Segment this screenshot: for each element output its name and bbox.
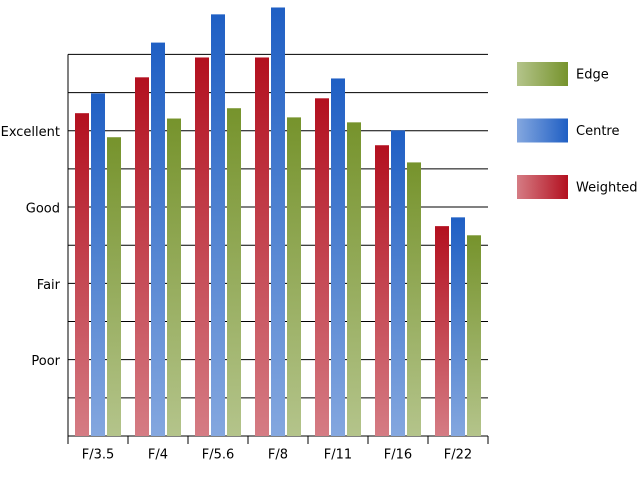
bar [271,7,285,436]
x-tick-label: F/11 [324,448,352,463]
bar [227,108,241,436]
bar [91,93,105,436]
bar [151,42,165,437]
legend-label: Weighted [576,181,638,196]
bar [435,226,449,436]
y-tick-label: Fair [37,278,61,293]
legend-label: Centre [576,124,619,139]
bar [315,98,329,436]
bar [135,77,149,436]
x-tick-label: F/4 [148,448,168,463]
bar [451,217,465,436]
y-tick-label: Excellent [1,125,60,140]
bar [391,130,405,436]
bar [407,162,421,436]
bar [331,78,345,437]
y-tick-label: Poor [31,354,60,369]
bar [195,57,209,436]
legend-swatch [517,62,568,86]
bar [467,235,481,436]
legend-swatch [517,175,568,199]
x-tick-label: F/5.6 [202,448,235,463]
bar [167,118,181,437]
bar [75,113,89,437]
bar [375,145,389,436]
bar [347,122,361,436]
x-tick-label: F/3.5 [82,448,115,463]
x-tick-label: F/16 [384,448,412,463]
bar [287,117,301,436]
legend-label: Edge [576,68,609,83]
y-tick-label: Good [26,202,60,217]
x-tick-label: F/8 [268,448,288,463]
bar [107,137,121,436]
bar [211,14,225,437]
legend-swatch [517,118,568,143]
x-tick-label: F/22 [444,448,472,463]
bar [255,57,269,436]
